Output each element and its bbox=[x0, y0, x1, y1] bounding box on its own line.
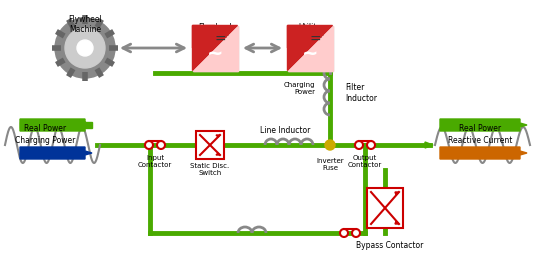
Text: Real Power: Real Power bbox=[24, 124, 66, 133]
Text: Inverter
Fuse: Inverter Fuse bbox=[316, 158, 344, 171]
Polygon shape bbox=[216, 135, 220, 137]
Text: Input
Contactor: Input Contactor bbox=[138, 155, 172, 168]
Circle shape bbox=[352, 229, 360, 237]
Text: Flywheel
Machine: Flywheel Machine bbox=[68, 15, 102, 34]
Text: Static Disc.
Switch: Static Disc. Switch bbox=[190, 163, 229, 176]
Text: Line Inductor: Line Inductor bbox=[260, 126, 310, 135]
Text: =: = bbox=[214, 33, 226, 47]
Text: Utility
Converter: Utility Converter bbox=[291, 23, 329, 42]
Text: ~: ~ bbox=[207, 43, 224, 63]
Text: ~: ~ bbox=[302, 43, 318, 63]
Circle shape bbox=[157, 141, 165, 149]
Polygon shape bbox=[216, 153, 220, 155]
Circle shape bbox=[367, 141, 375, 149]
Polygon shape bbox=[287, 26, 310, 48]
FancyArrowPatch shape bbox=[23, 121, 88, 129]
Bar bbox=[287, 26, 332, 70]
Circle shape bbox=[340, 229, 348, 237]
Text: Output
Contactor: Output Contactor bbox=[348, 155, 382, 168]
Text: Charging
Power: Charging Power bbox=[284, 82, 315, 94]
Polygon shape bbox=[395, 221, 399, 224]
Polygon shape bbox=[395, 192, 399, 195]
Circle shape bbox=[77, 40, 93, 56]
Circle shape bbox=[325, 140, 335, 150]
Bar bbox=[192, 26, 237, 70]
Polygon shape bbox=[192, 26, 215, 48]
Circle shape bbox=[65, 28, 105, 68]
Text: Real Power: Real Power bbox=[459, 124, 501, 133]
Text: Reactive Current: Reactive Current bbox=[448, 136, 512, 145]
Polygon shape bbox=[20, 147, 92, 159]
Polygon shape bbox=[287, 26, 332, 70]
Polygon shape bbox=[440, 119, 527, 131]
Polygon shape bbox=[440, 147, 527, 159]
Polygon shape bbox=[20, 119, 92, 131]
Polygon shape bbox=[287, 26, 332, 70]
Polygon shape bbox=[425, 142, 433, 148]
Text: =: = bbox=[309, 33, 321, 47]
Text: Filter
Inductor: Filter Inductor bbox=[345, 83, 377, 103]
Polygon shape bbox=[192, 26, 237, 70]
Circle shape bbox=[145, 141, 153, 149]
Circle shape bbox=[355, 141, 363, 149]
Polygon shape bbox=[192, 26, 237, 70]
Bar bbox=[20, 122, 92, 128]
Circle shape bbox=[55, 18, 115, 78]
Text: Flywheel
Converter: Flywheel Converter bbox=[196, 23, 234, 42]
Bar bbox=[196, 131, 224, 159]
Text: Bypass Contactor: Bypass Contactor bbox=[356, 241, 423, 250]
Text: Charging Power: Charging Power bbox=[15, 136, 75, 145]
Bar bbox=[367, 188, 403, 228]
